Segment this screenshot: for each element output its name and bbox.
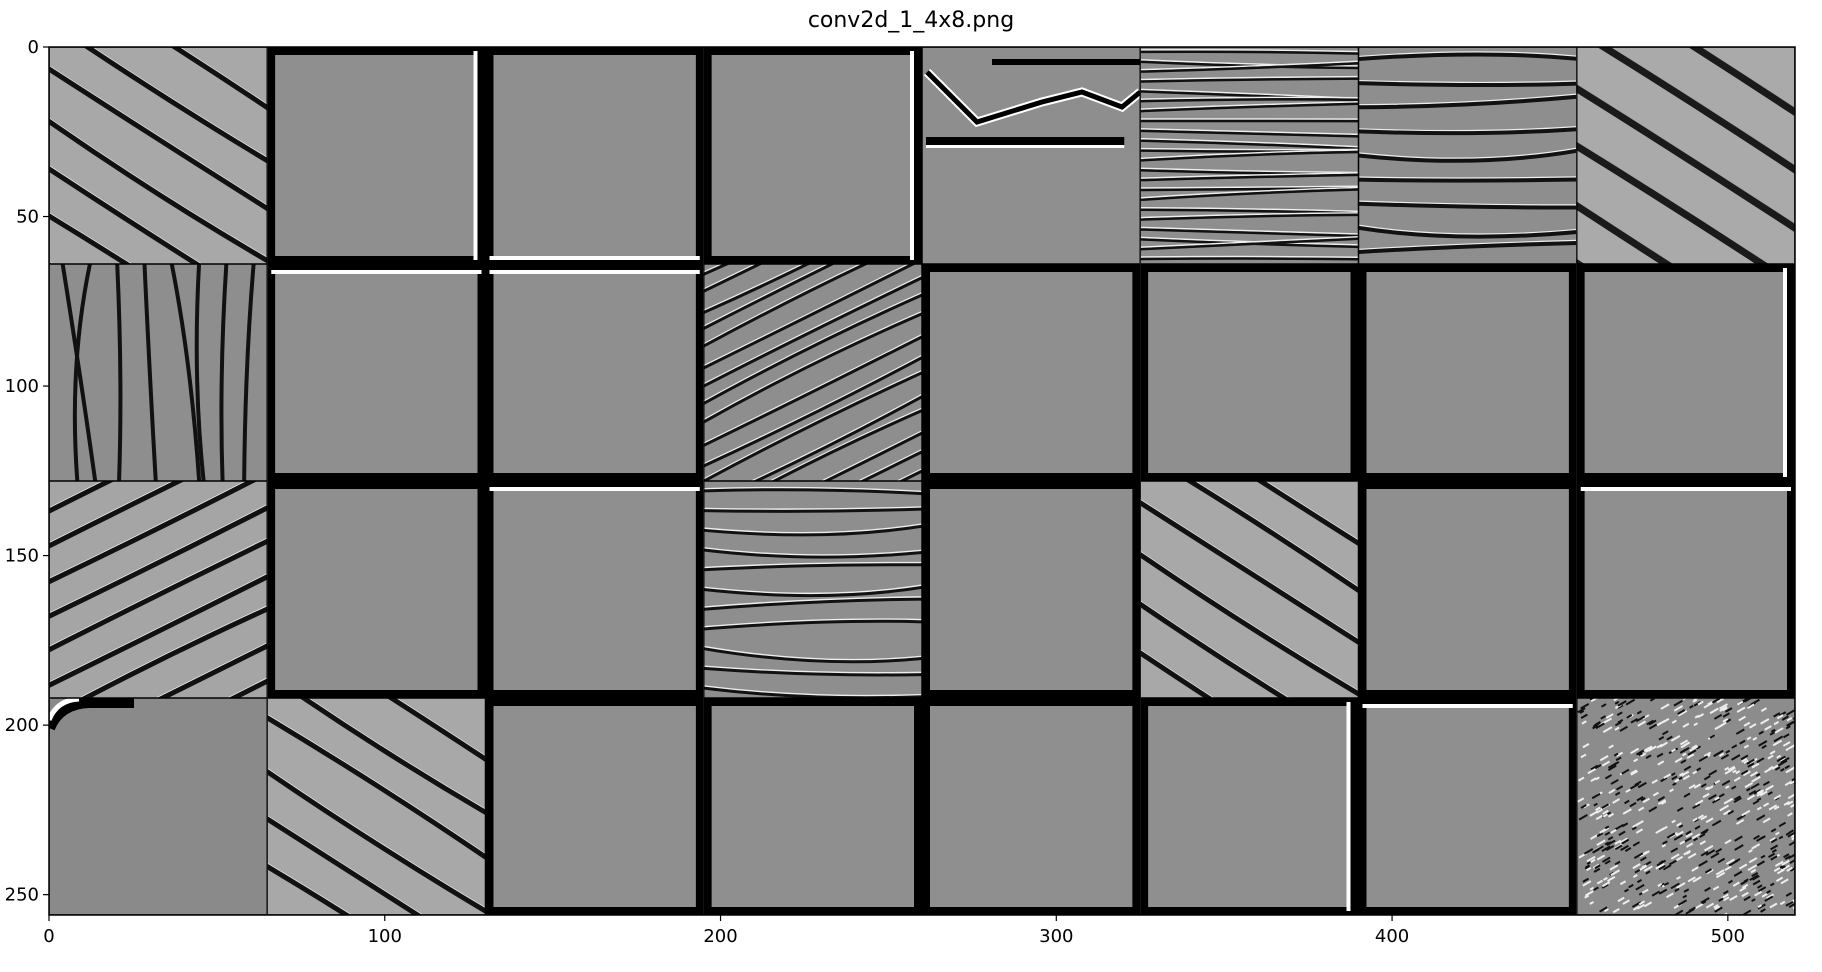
feature-tile-3-5 <box>1140 698 1359 915</box>
x-tick-label: 200 <box>703 926 737 947</box>
feature-tile-3-1 <box>267 698 486 915</box>
feature-tile-1-3 <box>703 264 922 481</box>
feature-tile-2-6 <box>1358 481 1577 698</box>
feature-tile-0-1 <box>267 47 486 264</box>
feature-tile-2-1 <box>267 481 486 698</box>
feature-tile-1-6 <box>1358 264 1577 481</box>
feature-tile-1-5 <box>1140 264 1359 481</box>
y-tick-label: 0 <box>28 37 39 58</box>
y-tick-label: 250 <box>5 885 39 906</box>
y-tick-label: 150 <box>5 546 39 567</box>
y-tick-label: 50 <box>16 207 39 228</box>
feature-tile-1-2 <box>485 264 704 481</box>
plot-frame <box>48 46 1796 916</box>
x-tick-label: 0 <box>43 926 54 947</box>
feature-tile-3-3 <box>703 698 922 915</box>
feature-tile-1-7 <box>1576 264 1795 481</box>
feature-tile-2-3 <box>703 481 922 698</box>
feature-tile-3-7 <box>1576 698 1795 915</box>
feature-tile-2-2 <box>485 481 704 698</box>
feature-tile-0-4 <box>922 47 1141 264</box>
feature-tile-3-0 <box>49 698 268 915</box>
feature-tile-2-5 <box>1140 481 1359 698</box>
x-tick-label: 500 <box>1711 926 1745 947</box>
y-tick-label: 200 <box>5 715 39 736</box>
feature-tile-1-4 <box>922 264 1141 481</box>
feature-tile-3-6 <box>1358 698 1577 915</box>
feature-tile-2-4 <box>922 481 1141 698</box>
feature-tile-0-7 <box>1576 47 1795 264</box>
feature-tile-0-6 <box>1358 47 1577 264</box>
feature-tile-1-0 <box>49 264 268 481</box>
feature-tile-0-2 <box>485 47 704 264</box>
feature-tile-2-7 <box>1576 481 1795 698</box>
x-tick-label: 300 <box>1039 926 1073 947</box>
feature-tile-0-3 <box>703 47 922 264</box>
feature-tile-0-5 <box>1140 47 1359 264</box>
x-tick-label: 400 <box>1375 926 1409 947</box>
x-tick-label: 100 <box>368 926 402 947</box>
feature-tile-3-2 <box>485 698 704 915</box>
feature-tile-0-0 <box>49 47 268 264</box>
chart-title: conv2d_1_4x8.png <box>807 8 1015 33</box>
feature-tile-1-1 <box>267 264 486 481</box>
feature-tile-2-0 <box>49 481 268 698</box>
y-tick-label: 100 <box>5 376 39 397</box>
feature-tile-3-4 <box>922 698 1141 915</box>
